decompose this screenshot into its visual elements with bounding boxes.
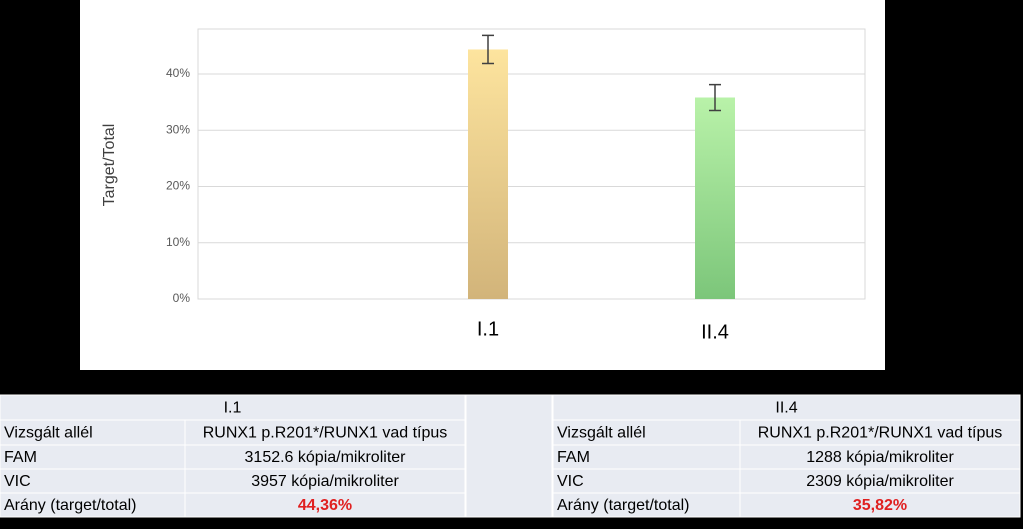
bar (468, 49, 508, 299)
row-label: FAM (4, 449, 37, 466)
table-cell (739, 492, 1021, 518)
ratio-value: 44,36% (298, 497, 352, 514)
row-value: RUNX1 p.R201*/RUNX1 vad típus (203, 425, 448, 442)
table-cell (552, 444, 741, 470)
row-label: Vizsgált allél (557, 425, 646, 442)
y-tick-label: 10% (166, 235, 190, 249)
y-tick-label: 0% (173, 291, 191, 305)
y-tick-label: 20% (166, 179, 190, 193)
row-value: 3957 kópia/mikroliter (251, 473, 399, 490)
error-bar (482, 34, 494, 65)
y-tick-label: 40% (166, 66, 190, 80)
table-cell (739, 444, 1021, 470)
table-gap (465, 394, 553, 518)
table-cell (0, 394, 466, 421)
row-label: VIC (557, 473, 584, 490)
y-tick-label: 30% (166, 122, 190, 136)
row-label: VIC (4, 473, 31, 490)
ratio-value: 35,82% (853, 497, 907, 514)
x-tick-label: II.4 (701, 321, 729, 343)
table-cell (552, 492, 741, 518)
table-cell (552, 468, 741, 494)
row-value: 1288 kópia/mikroliter (806, 449, 954, 466)
x-tick-label: I.1 (477, 318, 499, 340)
row-label: Arány (target/total) (4, 497, 137, 514)
table-header: II.4 (775, 400, 797, 417)
row-label: Arány (target/total) (557, 497, 690, 514)
row-value: RUNX1 p.R201*/RUNX1 vad típus (758, 425, 1003, 442)
row-label: FAM (557, 449, 590, 466)
table-cell (184, 492, 466, 518)
table-cell (184, 468, 466, 494)
row-value: 3152.6 kópia/mikroliter (245, 449, 407, 466)
table-cell (739, 419, 1021, 446)
y-axis-label: Target/Total (101, 124, 118, 207)
table-cell (0, 444, 186, 470)
error-bar (709, 83, 721, 112)
bar (695, 97, 735, 299)
row-value: 2309 kópia/mikroliter (806, 473, 954, 490)
table-header: I.1 (224, 400, 242, 417)
row-label: Vizsgált allél (4, 425, 93, 442)
table-cell (739, 468, 1021, 494)
